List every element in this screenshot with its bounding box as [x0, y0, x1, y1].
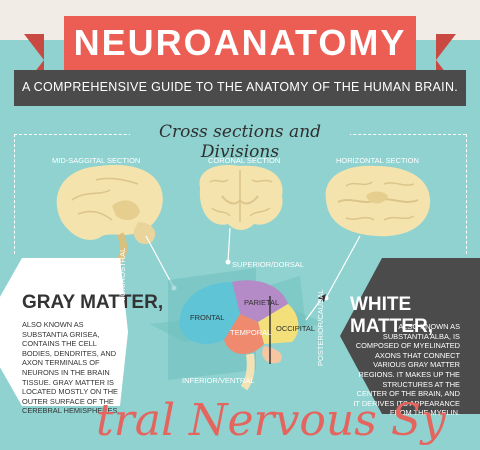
dashed-frame-right [466, 134, 467, 254]
page-subtitle: A COMPREHENSIVE GUIDE TO THE ANATOMY OF … [21, 80, 459, 94]
parietal-label: PARIETAL [244, 298, 280, 307]
page-title: NEUROANATOMY [73, 22, 407, 63]
cerebellum [262, 346, 282, 364]
inferior-label: INFERIOR/VENTRAL [182, 376, 255, 385]
frontal-lobe [179, 282, 240, 344]
connector-horizontal [325, 235, 361, 299]
frontal-label: FRONTAL [190, 313, 225, 322]
superior-label: SUPERIOR/DORSAL [232, 260, 305, 269]
brain-stem [240, 353, 255, 391]
dashed-frame-left [14, 134, 15, 254]
horizontal-label: HORIZONTAL SECTION [336, 156, 419, 165]
coronal-label: CORONAL SECTION [208, 156, 281, 165]
gray-matter-hexagon [0, 258, 128, 406]
connector-coronal [227, 227, 231, 263]
subtitle-band: A COMPREHENSIVE GUIDE TO THE ANATOMY OF … [14, 70, 466, 106]
temporal-label: TEMPORAL [230, 328, 272, 337]
gray-matter-title: GRAY MATTER, [22, 292, 164, 313]
horizontal-brain-icon [325, 165, 431, 237]
gray-matter-text: ALSO KNOWN AS SUBSTANTIA GRISEA, CONTAIN… [22, 320, 120, 416]
mid-sagittal-brain-icon [56, 164, 163, 265]
section-title: Cross sections and Divisions [130, 122, 350, 162]
coronal-brain-icon [199, 164, 283, 230]
white-matter-text: ALSO KNOWN AS SUBSTANTIA ALBA, IS COMPOS… [353, 322, 460, 418]
white-matter-hexagon [340, 258, 480, 414]
anterior-label: ANTERIOR/ROSTRAL [118, 247, 127, 324]
parietal-lobe [232, 280, 288, 322]
footer-script-text: tral Nervous Sy [96, 395, 446, 446]
lobes-diagram [150, 268, 326, 391]
mid-sagittal-label: MID-SAGGITAL SECTION [52, 156, 141, 165]
white-matter-title: WHITE MATTER, [350, 294, 434, 337]
arrow-icon [318, 294, 326, 302]
occipital-label: OCCIPITAL [276, 324, 316, 333]
occipital-lobe [258, 304, 299, 344]
connector-sagittal [145, 235, 175, 289]
posterior-label: POSTERIOR/CAUDAL [316, 289, 325, 366]
temporal-lobe [224, 314, 264, 355]
